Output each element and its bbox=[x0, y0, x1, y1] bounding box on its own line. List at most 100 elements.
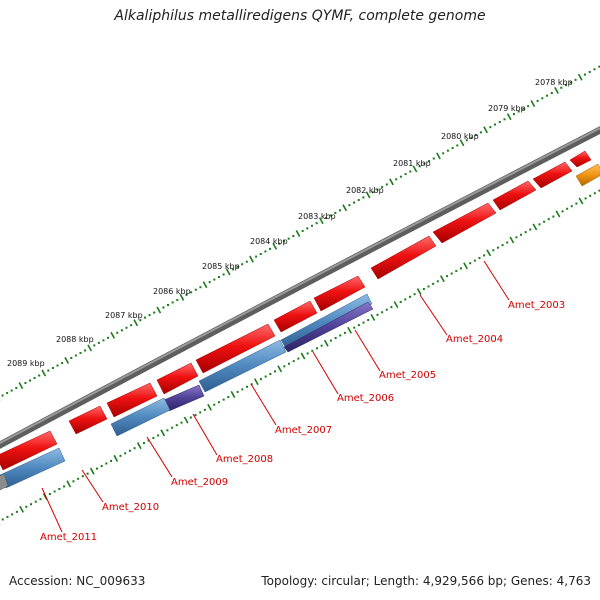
scale-dot bbox=[143, 316, 146, 319]
scale-dot bbox=[381, 186, 384, 189]
scale-dot bbox=[245, 385, 248, 388]
scale-dot bbox=[162, 306, 165, 309]
scale-tick bbox=[110, 331, 116, 339]
scale-dot bbox=[334, 211, 337, 214]
gene-label[interactable]: Amet_2009 bbox=[171, 477, 228, 488]
topology-text: Topology: circular; Length: 4,929,566 bp… bbox=[261, 574, 591, 588]
scale-dot bbox=[222, 398, 225, 401]
scale-dot bbox=[320, 344, 323, 347]
scale-dot bbox=[451, 147, 454, 150]
scale-dot bbox=[334, 337, 337, 340]
cds-reverse[interactable] bbox=[575, 163, 600, 187]
scale-dot bbox=[575, 202, 578, 205]
scale-dot bbox=[574, 78, 577, 81]
map-title: Alkaliphilus metalliredigens QYMF, compl… bbox=[114, 8, 486, 24]
cds-forward[interactable] bbox=[313, 275, 366, 312]
scale-dot bbox=[593, 68, 596, 71]
gene-label[interactable]: Amet_2003 bbox=[508, 300, 565, 311]
scale-dot bbox=[479, 131, 482, 134]
scale-tick bbox=[342, 204, 348, 212]
scale-dot bbox=[339, 209, 342, 212]
scale-dot bbox=[38, 374, 41, 377]
scale-tick bbox=[300, 352, 306, 360]
cds-forward[interactable] bbox=[432, 202, 497, 244]
scale-dot bbox=[428, 160, 431, 163]
scale-dot bbox=[142, 442, 145, 445]
cds-reverse[interactable] bbox=[0, 473, 9, 491]
scale-dot bbox=[1, 394, 4, 397]
scale-label: 2082 kbp bbox=[346, 186, 384, 195]
scale-tick bbox=[89, 467, 95, 475]
cds-reverse[interactable] bbox=[283, 301, 374, 353]
genome-backbone bbox=[0, 126, 600, 449]
cds-forward[interactable] bbox=[0, 430, 58, 471]
scale-dot bbox=[15, 387, 18, 390]
gene-label[interactable]: Amet_2004 bbox=[446, 334, 503, 345]
scale-dot bbox=[100, 465, 103, 468]
scale-tick bbox=[277, 365, 283, 373]
gene-label[interactable]: Amet_2006 bbox=[337, 393, 394, 404]
scale-tick bbox=[230, 391, 236, 398]
gene-label[interactable]: Amet_2008 bbox=[216, 454, 273, 465]
scale-label: 2088 kbp bbox=[56, 335, 94, 344]
scale-dot bbox=[503, 118, 506, 121]
scale-dot bbox=[547, 218, 550, 221]
scale-tick bbox=[554, 86, 559, 94]
scale-dot bbox=[157, 434, 160, 437]
scale-dot bbox=[399, 175, 402, 178]
scale-dot bbox=[208, 281, 211, 284]
scale-tick bbox=[156, 306, 162, 314]
scale-dot bbox=[527, 105, 530, 108]
cds-forward[interactable] bbox=[106, 382, 158, 418]
scale-dot bbox=[110, 459, 113, 462]
scale-dot bbox=[15, 510, 18, 513]
scale-dot bbox=[515, 236, 518, 239]
scale-dot bbox=[404, 173, 407, 176]
scale-dot bbox=[583, 73, 586, 76]
scale-dot bbox=[199, 286, 202, 289]
cds-forward[interactable] bbox=[532, 161, 573, 189]
cds-forward[interactable] bbox=[492, 180, 537, 211]
scale-dot bbox=[536, 99, 539, 102]
scale-dot bbox=[260, 378, 263, 381]
scale-dot bbox=[264, 375, 267, 378]
scale-dot bbox=[133, 447, 136, 450]
gene-label[interactable]: Amet_2011 bbox=[40, 532, 97, 543]
scale-dot bbox=[222, 273, 225, 276]
cds-forward[interactable] bbox=[68, 405, 108, 435]
cds-forward[interactable] bbox=[569, 150, 592, 168]
scale-dot bbox=[203, 408, 206, 411]
cds-forward[interactable] bbox=[273, 300, 318, 333]
cds-reverse[interactable] bbox=[198, 339, 287, 393]
scale-dot bbox=[148, 314, 151, 317]
cds-forward[interactable] bbox=[370, 235, 437, 280]
scale-dot bbox=[33, 377, 36, 380]
scale-dot bbox=[543, 220, 546, 223]
cds-forward[interactable] bbox=[156, 362, 199, 395]
scale-dot bbox=[489, 126, 492, 129]
scale-dot bbox=[385, 308, 388, 311]
gene-label[interactable]: Amet_2007 bbox=[275, 425, 332, 436]
gene-label[interactable]: Amet_2005 bbox=[379, 370, 436, 381]
scale-dot bbox=[469, 262, 472, 265]
cds-reverse[interactable] bbox=[110, 397, 171, 437]
gene-label[interactable]: Amet_2010 bbox=[102, 502, 159, 513]
scale-tick bbox=[249, 255, 254, 263]
scale-tick bbox=[530, 100, 536, 108]
gene-leader-lines bbox=[41, 260, 510, 533]
scale-dot bbox=[171, 301, 174, 304]
scale-tick bbox=[416, 288, 422, 296]
scale-dot bbox=[381, 311, 384, 314]
forward-strand-genes bbox=[0, 150, 592, 471]
scale-dot bbox=[376, 313, 379, 316]
cds-forward[interactable] bbox=[195, 323, 276, 374]
scale-dot bbox=[48, 493, 51, 496]
scale-dot bbox=[288, 362, 291, 365]
scale-dot bbox=[56, 364, 59, 367]
scale-dot bbox=[292, 235, 295, 238]
scale-label: 2083 kbp bbox=[298, 212, 336, 221]
scale-tick bbox=[202, 281, 208, 289]
scale-tick bbox=[532, 223, 538, 231]
accession-text: Accession: NC_009633 bbox=[9, 574, 146, 588]
scale-tick bbox=[577, 73, 583, 81]
